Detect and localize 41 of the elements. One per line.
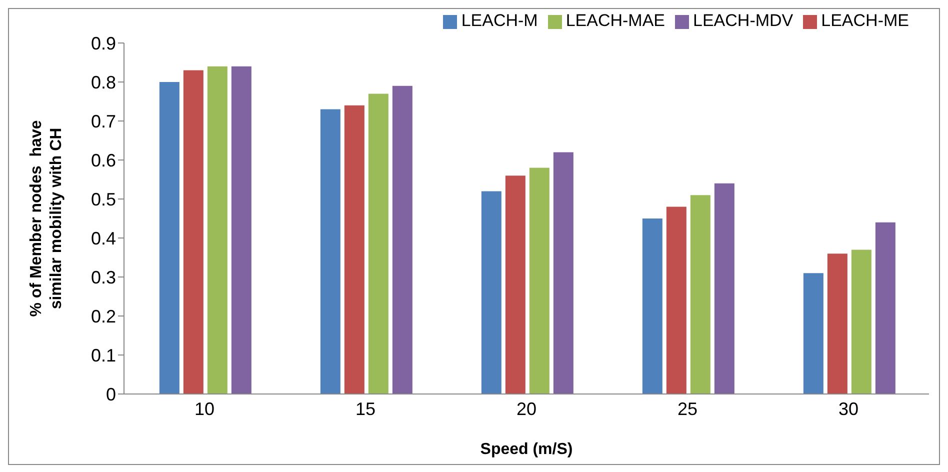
legend-label: LEACH-MAE [566, 11, 666, 30]
bar [803, 273, 824, 394]
bar [714, 183, 734, 394]
y-tick-label: 0 [106, 384, 116, 404]
bar [231, 66, 252, 394]
bar [368, 94, 388, 394]
bar [392, 86, 412, 394]
bar [553, 152, 574, 394]
bar [642, 218, 662, 394]
x-axis-title: Speed (m/S) [480, 441, 573, 458]
x-tick-label: 20 [516, 398, 537, 419]
x-tick-label: 15 [355, 398, 376, 419]
legend-label: LEACH-M [461, 11, 538, 30]
bar [344, 105, 364, 394]
bar [505, 176, 526, 394]
legend-label: LEACH-ME [821, 11, 909, 30]
y-tick-label: 0.7 [90, 111, 116, 132]
y-axis-title: % of Member nodes have similar mobility with CH [28, 120, 65, 317]
y-tick-label: 0.4 [90, 228, 116, 248]
bar [851, 250, 872, 394]
y-tick-label: 0.3 [90, 267, 116, 288]
bar [827, 254, 848, 394]
x-tick-label: 30 [838, 398, 859, 419]
y-tick-label: 0.5 [90, 189, 116, 210]
bar [529, 168, 550, 394]
y-tick-label: 0.2 [90, 306, 116, 326]
legend-label: LEACH-MDV [693, 11, 794, 30]
y-tick-label: 0.6 [90, 150, 116, 170]
bar [320, 109, 340, 394]
bar [481, 191, 502, 394]
bar [183, 70, 204, 394]
y-tick-label: 0.8 [90, 72, 116, 92]
y-tick-label: 0.9 [90, 33, 116, 54]
x-tick-label: 10 [194, 398, 215, 419]
bar [690, 195, 710, 394]
y-tick-label: 0.1 [90, 345, 116, 366]
bar [207, 66, 228, 394]
x-tick-label: 25 [677, 398, 698, 419]
bar [666, 206, 686, 394]
bar [159, 82, 180, 394]
bar [875, 222, 896, 394]
